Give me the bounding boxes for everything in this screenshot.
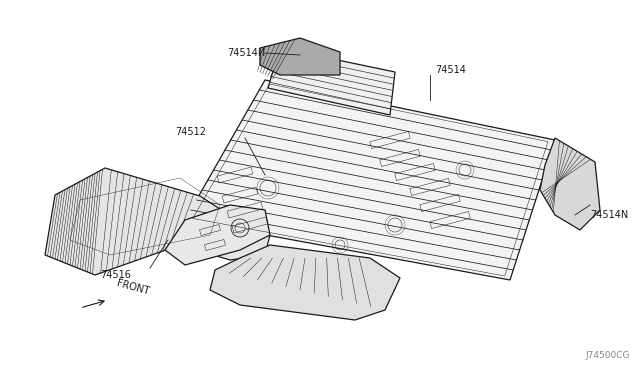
Text: 74514И: 74514И <box>227 48 265 58</box>
Polygon shape <box>165 205 270 265</box>
Text: 74514: 74514 <box>435 65 466 75</box>
Text: J74500CG: J74500CG <box>586 351 630 360</box>
Text: 74514N: 74514N <box>590 210 628 220</box>
Polygon shape <box>260 38 340 75</box>
Text: FRONT: FRONT <box>115 279 150 297</box>
Polygon shape <box>540 138 600 230</box>
Polygon shape <box>210 245 400 320</box>
Polygon shape <box>185 80 555 280</box>
Text: 74516: 74516 <box>100 270 131 280</box>
Text: 74512: 74512 <box>175 127 206 137</box>
Polygon shape <box>45 168 270 275</box>
Polygon shape <box>268 48 395 115</box>
